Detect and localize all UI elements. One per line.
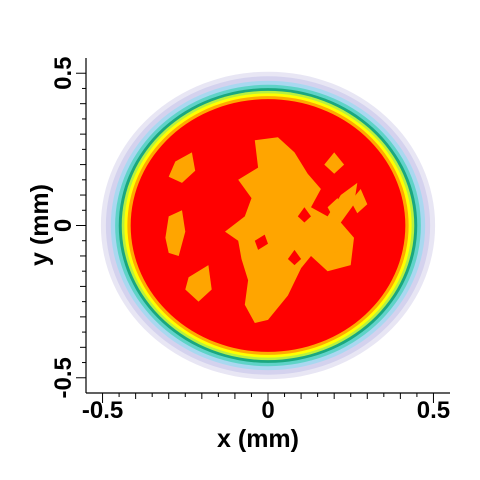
core-hole-2 <box>254 234 268 250</box>
x-tick-label-2: 0.5 <box>417 397 450 424</box>
core-hole-1 <box>287 249 302 266</box>
y-tick-label-1: 0 <box>50 219 77 232</box>
y-tick-label-2: 0.5 <box>50 57 77 90</box>
core-hole-0 <box>297 207 311 223</box>
core-island-5 <box>334 246 351 266</box>
core-island-2 <box>185 265 212 302</box>
core-island-4 <box>327 198 345 220</box>
x-tick-label-0: -0.5 <box>82 397 123 424</box>
y-axis-title: y (mm) <box>26 184 54 266</box>
core-island-6 <box>350 189 368 214</box>
core-main <box>225 137 358 323</box>
core-island-3 <box>324 152 345 174</box>
x-tick-label-1: 0 <box>261 397 274 424</box>
core-island-1 <box>165 210 186 256</box>
core-region <box>165 137 368 323</box>
tick-labels: -0.5 0 0.5 -0.5 0 0.5 <box>50 57 450 424</box>
core-island-0 <box>168 152 196 183</box>
y-tick-label-0: -0.5 <box>50 357 77 398</box>
axes <box>76 58 450 403</box>
x-axis-title: x (mm) <box>217 425 299 453</box>
